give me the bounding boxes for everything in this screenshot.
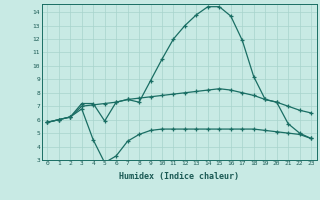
X-axis label: Humidex (Indice chaleur): Humidex (Indice chaleur) bbox=[119, 172, 239, 181]
